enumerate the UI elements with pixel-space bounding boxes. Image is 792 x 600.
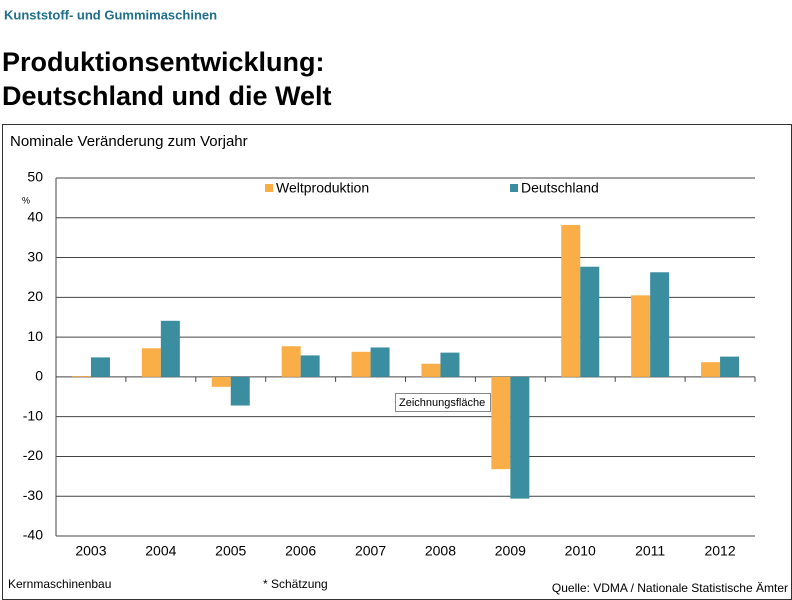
bar xyxy=(160,320,180,377)
x-tick-label: 2009 xyxy=(495,543,526,559)
x-tick-label: 2005 xyxy=(215,543,246,559)
bar xyxy=(561,224,581,377)
bar xyxy=(281,346,301,377)
y-tick-label: -40 xyxy=(23,527,43,543)
bar xyxy=(230,376,250,406)
bar xyxy=(300,355,320,377)
bar xyxy=(510,376,530,499)
y-unit: % xyxy=(22,195,30,205)
bar xyxy=(71,376,91,377)
y-tick-label: 50 xyxy=(27,169,43,185)
footer-source: Quelle: VDMA / Nationale Statistische Äm… xyxy=(552,581,788,595)
bar xyxy=(650,272,670,377)
y-tick-label: -30 xyxy=(23,487,43,503)
bar xyxy=(211,376,231,387)
bar xyxy=(631,295,651,377)
chart-title: Nominale Veränderung zum Vorjahr xyxy=(10,133,248,150)
bar xyxy=(720,356,740,377)
legend-label: Deutschland xyxy=(521,180,599,196)
x-tick-label: 2006 xyxy=(285,543,316,559)
legend-label: Weltproduktion xyxy=(276,180,369,196)
bar xyxy=(440,352,460,377)
bar xyxy=(141,348,161,377)
bar xyxy=(351,351,371,377)
tooltip: Zeichnungsfläche xyxy=(395,393,491,412)
x-tick-label: 2012 xyxy=(704,543,735,559)
y-tick-label: 0 xyxy=(35,368,43,384)
x-tick-label: 2007 xyxy=(355,543,386,559)
y-tick-label: 10 xyxy=(27,328,43,344)
x-tick-label: 2011 xyxy=(635,543,665,559)
x-tick-label: 2010 xyxy=(565,543,596,559)
bar xyxy=(701,362,721,377)
legend-swatch xyxy=(510,184,518,192)
x-tick-label: 2004 xyxy=(145,543,176,559)
tooltip-text: Zeichnungsfläche xyxy=(399,397,485,409)
bar xyxy=(491,376,511,470)
plot: -40 -30 -20 -10 0 10 20 30 40 50 2003 2004 2005 2006 2… xyxy=(23,169,756,559)
bar xyxy=(90,357,110,377)
bar xyxy=(421,363,441,377)
page-title: Produktionsentwicklung: xyxy=(2,47,325,77)
footer-left: Kernmaschinenbau xyxy=(8,577,111,591)
page-header: Kunststoff- und Gummimaschinen xyxy=(4,7,217,22)
y-tick-label: 30 xyxy=(27,248,43,264)
legend-swatch xyxy=(265,184,273,192)
y-tick-label: -20 xyxy=(23,447,43,463)
page-title: Deutschland und die Welt xyxy=(2,81,332,111)
bar xyxy=(580,266,600,377)
x-tick-label: 2003 xyxy=(75,543,106,559)
y-tick-label: 20 xyxy=(27,288,43,304)
chart-frame xyxy=(2,124,792,600)
bar xyxy=(370,347,390,377)
y-tick-label: 40 xyxy=(27,208,43,224)
tooltip-box xyxy=(395,393,491,412)
footer-note: * Schätzung xyxy=(263,577,328,591)
y-tick-label: -10 xyxy=(23,407,43,423)
x-tick-label: 2008 xyxy=(425,543,456,559)
